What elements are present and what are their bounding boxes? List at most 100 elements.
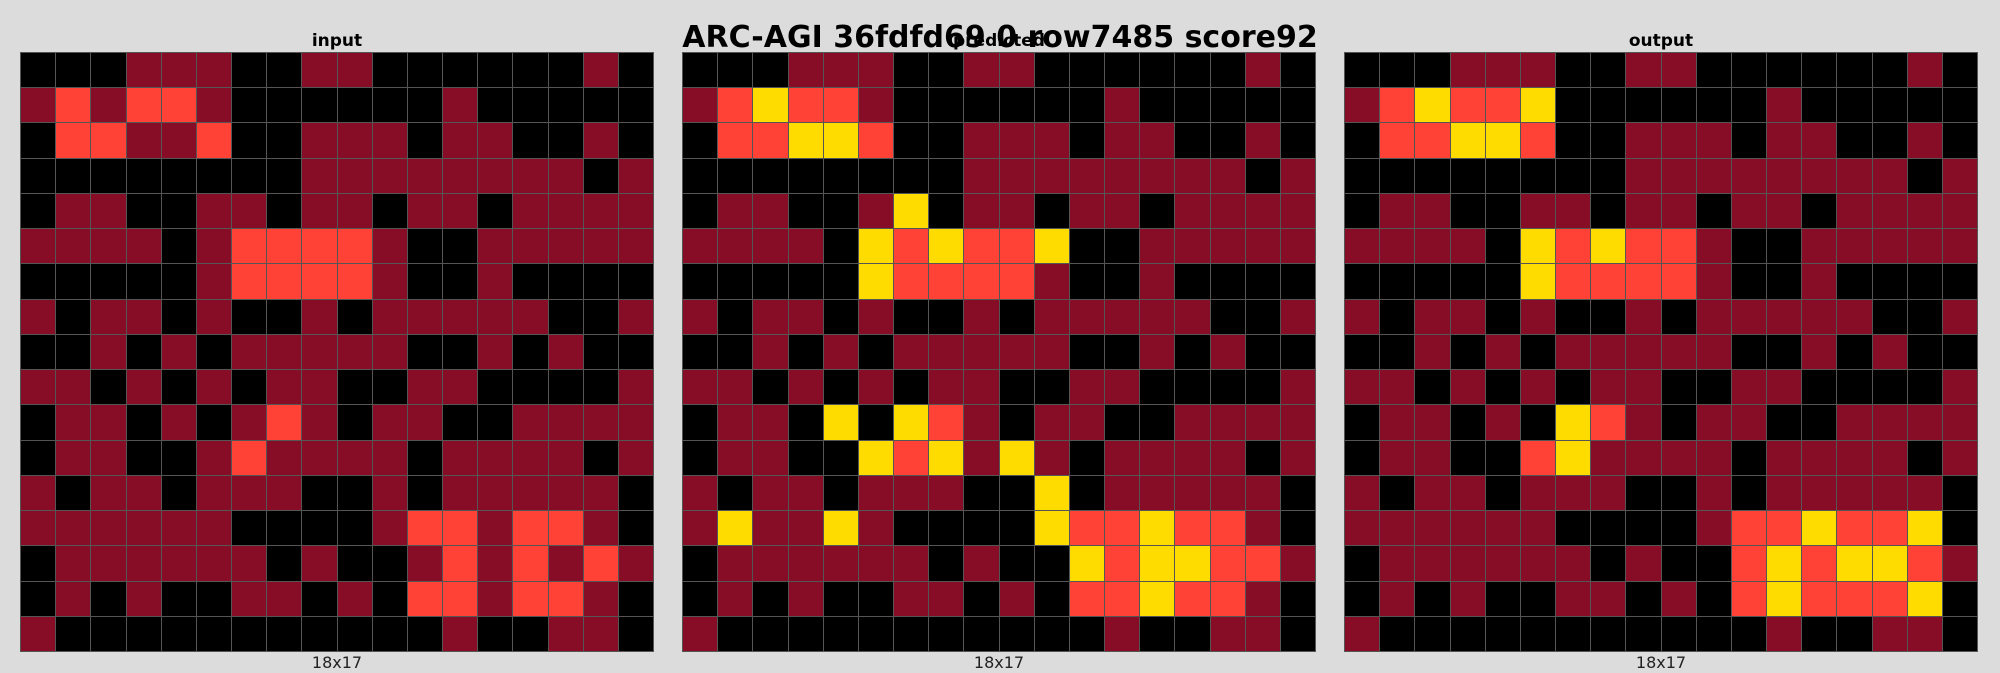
grid-cell	[337, 546, 372, 581]
grid-cell	[718, 193, 753, 229]
grid-cell	[1245, 511, 1280, 546]
grid-cell	[929, 546, 964, 581]
grid-cell	[1210, 264, 1245, 299]
grid-cell	[372, 546, 407, 581]
grid-cell	[1210, 229, 1245, 264]
grid-cell	[1450, 546, 1485, 581]
grid-cell	[56, 581, 91, 616]
grid-cell	[1280, 475, 1315, 511]
grid-cell	[21, 370, 56, 405]
grid-cell	[1175, 88, 1210, 123]
grid-cell	[1942, 123, 1977, 158]
grid-cell	[548, 229, 583, 264]
grid-cell	[1696, 229, 1731, 264]
grid-cell	[1661, 334, 1696, 370]
grid-cell	[1626, 158, 1661, 193]
grid-cell	[1415, 88, 1450, 123]
grid-cell	[1661, 546, 1696, 581]
grid-cell	[337, 299, 372, 334]
grid-cell	[858, 405, 893, 440]
grid-cell	[1450, 299, 1485, 334]
grid-cell	[1485, 264, 1520, 299]
grid-cell	[407, 299, 442, 334]
grid-cell	[1802, 370, 1837, 405]
grid-cell	[1556, 334, 1591, 370]
grid-cell	[1837, 616, 1872, 651]
grid-cell	[1069, 440, 1104, 475]
grid-cell	[56, 334, 91, 370]
grid-cell	[788, 299, 823, 334]
grid-cell	[302, 334, 337, 370]
grid-cell	[1345, 370, 1380, 405]
grid-cell	[91, 334, 126, 370]
grid-cell	[267, 511, 302, 546]
grid-cell	[126, 264, 161, 299]
grid-cell	[372, 193, 407, 229]
grid-cell	[999, 299, 1034, 334]
grid-cell	[56, 370, 91, 405]
grid-cell	[161, 370, 196, 405]
grid-cell	[683, 440, 718, 475]
grid-cell	[1105, 193, 1140, 229]
grid-cell	[161, 88, 196, 123]
grid-cell	[964, 370, 999, 405]
grid-cell	[999, 370, 1034, 405]
grid-cell	[1837, 405, 1872, 440]
grid-cell	[1485, 53, 1520, 88]
grid-cell	[91, 475, 126, 511]
grid-cell	[1034, 193, 1069, 229]
grid-cell	[964, 405, 999, 440]
grid-cell	[753, 53, 788, 88]
grid-cell	[548, 334, 583, 370]
grid-cell	[823, 334, 858, 370]
grid-cell	[1034, 546, 1069, 581]
grid-cell	[788, 616, 823, 651]
grid-cell	[1907, 88, 1942, 123]
grid-cell	[1415, 193, 1450, 229]
grid-cell	[1415, 370, 1450, 405]
page-title: ARC-AGI 36fdfd69 0 row7485 score92	[682, 20, 1318, 55]
grid-cell	[126, 88, 161, 123]
grid-cell	[1626, 581, 1661, 616]
grid-cell	[302, 546, 337, 581]
grid-cell	[964, 616, 999, 651]
grid-cell	[407, 370, 442, 405]
grid-cell	[1380, 405, 1415, 440]
grid-cell	[1105, 299, 1140, 334]
grid-cell	[267, 193, 302, 229]
grid-cell	[91, 53, 126, 88]
grid-cell	[372, 88, 407, 123]
grid-cell	[964, 193, 999, 229]
grid-cell	[267, 370, 302, 405]
grid-cell	[964, 546, 999, 581]
grid-cell	[1907, 370, 1942, 405]
input-panel: input 18x17	[20, 30, 654, 673]
grid-cell	[56, 123, 91, 158]
grid-cell	[929, 264, 964, 299]
grid-cell	[1731, 123, 1766, 158]
grid-cell	[1767, 334, 1802, 370]
grid-cell	[1034, 616, 1069, 651]
grid-cell	[21, 440, 56, 475]
grid-cell	[1661, 123, 1696, 158]
grid-cell	[267, 88, 302, 123]
grid-cell	[1069, 581, 1104, 616]
grid-cell	[337, 123, 372, 158]
grid-cell	[1280, 299, 1315, 334]
grid-cell	[232, 511, 267, 546]
grid-cell	[929, 475, 964, 511]
grid-cell	[1802, 53, 1837, 88]
grid-cell	[1280, 405, 1315, 440]
grid-cell	[1942, 616, 1977, 651]
grid-cell	[1942, 88, 1977, 123]
grid-cell	[1175, 158, 1210, 193]
grid-cell	[91, 229, 126, 264]
grid-cell	[1380, 53, 1415, 88]
grid-cell	[858, 123, 893, 158]
grid-cell	[443, 158, 478, 193]
grid-cell	[407, 53, 442, 88]
grid-cell	[1591, 370, 1626, 405]
grid-cell	[1140, 616, 1175, 651]
grid-cell	[407, 334, 442, 370]
grid-cell	[1245, 88, 1280, 123]
